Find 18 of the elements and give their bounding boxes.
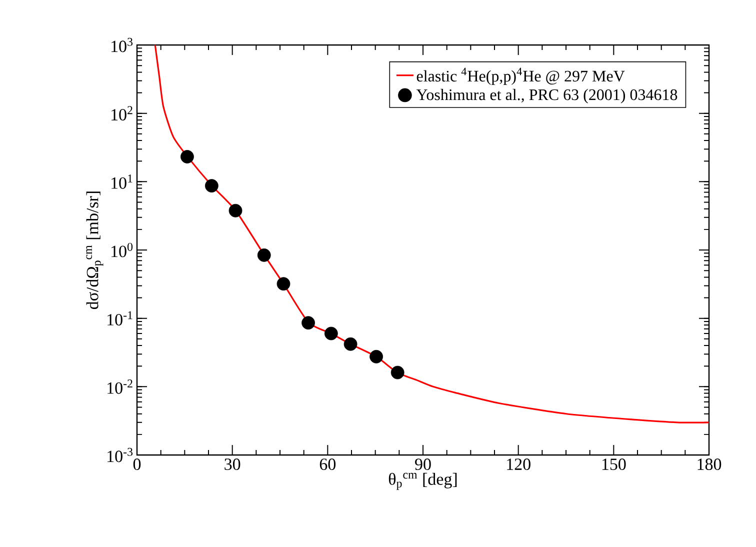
x-tick-label: 180 [698, 458, 722, 470]
legend-label: elastic $^{4}$He(p,p)$^{4}$He @ 297 MeV [416, 68, 625, 85]
y-tick-label: 10$^{-1}$ [108, 311, 132, 326]
x-tick-label: 120 [507, 458, 530, 470]
legend-label: Yoshimura et al., PRC 63 (2001) 034618 [416, 88, 678, 104]
x-axis-title: θ$_{p}$$^{cm}$ [deg] [388, 472, 457, 490]
y-tick-label: 10$^{-3}$ [108, 448, 133, 462]
x-tick-label: 90 [415, 458, 431, 470]
y-tick-label: 10$^{1}$ [112, 174, 132, 189]
y-tick-label: 10$^{3}$ [112, 38, 133, 52]
x-tick-label: 60 [320, 458, 336, 470]
y-tick-label: 10$^{-2}$ [108, 380, 132, 394]
y-axis-title: dσ/dΩ$_{p}$$^{cm}$ [mb/sr] [86, 192, 104, 310]
y-tick-label: 10$^{2}$ [112, 106, 132, 120]
x-tick-label: 150 [602, 458, 626, 470]
y-tick-label: 10$^{0}$ [112, 242, 133, 258]
x-tick-label: 30 [224, 458, 240, 470]
x-tick-label: 0 [133, 458, 141, 470]
